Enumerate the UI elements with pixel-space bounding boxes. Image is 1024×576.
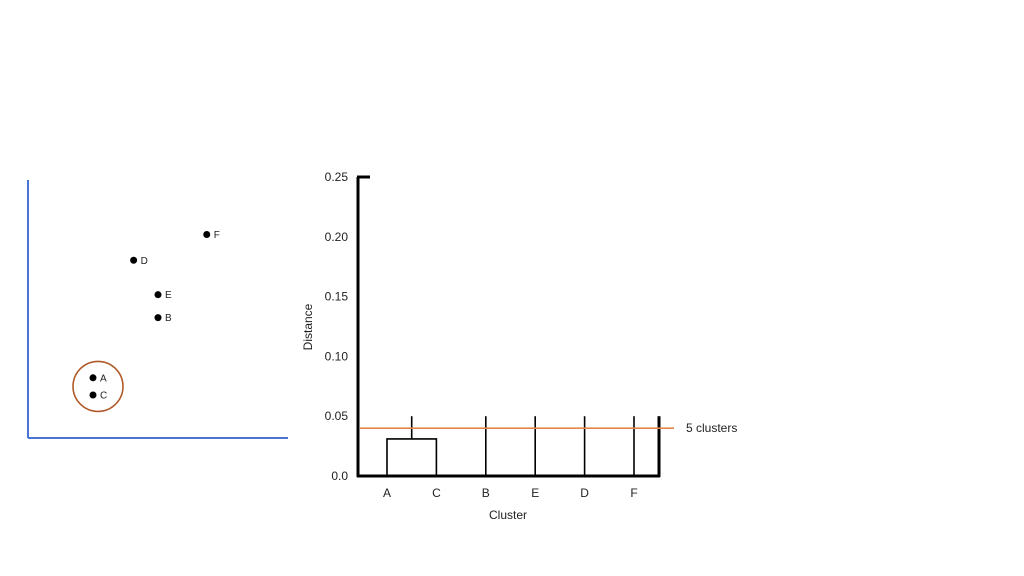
scatter-points: AC B E D F	[89, 230, 220, 402]
scatter-point-f	[203, 230, 211, 238]
dendrogram-axes	[356, 175, 661, 478]
point-label-a: A	[100, 373, 107, 384]
scatter-point-a	[89, 374, 97, 382]
y-tick-label: 0.05	[325, 409, 349, 423]
x-tick-label-c: C	[432, 486, 441, 500]
point-label-d: D	[141, 256, 148, 267]
x-tick-label-b: B	[482, 486, 490, 500]
highlight-circle	[72, 360, 124, 413]
dendrogram-branches	[386, 416, 635, 476]
scatter-point-c	[89, 391, 97, 399]
point-label-e: E	[165, 290, 172, 301]
cut-line-label: 5 clusters	[686, 421, 737, 435]
dendrogram-y-ticks: 0.0 0.05 0.10 0.15 0.20 0.25	[325, 170, 349, 483]
x-tick-label-a: A	[383, 486, 391, 500]
y-axis-title: Distance	[301, 303, 315, 350]
y-tick-label: 0.0	[331, 469, 348, 483]
point-label-b: B	[165, 313, 172, 324]
cluster-highlight-circle	[72, 360, 124, 413]
scatter-point-e	[154, 291, 162, 299]
y-tick-label: 0.10	[325, 349, 349, 363]
scatter-axes	[27, 180, 288, 439]
dendrogram-panel: 0.0 0.05 0.10 0.15 0.20 0.25 A C B E D F 5 cluster…	[301, 170, 737, 522]
point-label-f: F	[214, 230, 220, 241]
x-axis-title: Cluster	[489, 508, 527, 522]
scatter-point-b	[154, 314, 162, 322]
merge-ac	[386, 438, 438, 476]
point-label-c: C	[100, 391, 107, 402]
scatter-point-d	[130, 256, 138, 264]
y-tick-label: 0.25	[325, 170, 349, 184]
y-tick-label: 0.20	[325, 230, 349, 244]
x-tick-label-e: E	[531, 486, 539, 500]
y-tick-label: 0.15	[325, 290, 349, 304]
cut-line-group: 5 clusters	[360, 421, 737, 435]
x-tick-label-d: D	[580, 486, 589, 500]
scatter-panel: AC B E D F	[27, 180, 288, 439]
x-tick-label-f: F	[630, 486, 637, 500]
